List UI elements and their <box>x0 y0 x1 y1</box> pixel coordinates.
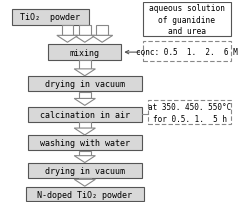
Text: at 350. 450. 550°C
for 0.5. 1.  5 h: at 350. 450. 550°C for 0.5. 1. 5 h <box>148 102 231 123</box>
Polygon shape <box>79 61 91 69</box>
Text: calcination in air: calcination in air <box>40 110 130 119</box>
Polygon shape <box>57 36 78 43</box>
Bar <box>143 3 231 37</box>
Polygon shape <box>74 179 95 186</box>
Bar <box>48 45 122 61</box>
Text: conc: 0.5  1.  2.  6 M: conc: 0.5 1. 2. 6 M <box>136 47 238 56</box>
Bar <box>26 187 144 201</box>
Polygon shape <box>96 25 108 36</box>
Bar <box>28 163 142 178</box>
Bar <box>148 101 231 124</box>
Polygon shape <box>79 92 91 99</box>
Bar <box>12 10 89 25</box>
Polygon shape <box>74 156 95 163</box>
Text: drying in vacuum: drying in vacuum <box>45 80 125 89</box>
Text: mixing: mixing <box>70 48 100 57</box>
Bar <box>143 42 231 62</box>
Polygon shape <box>79 25 91 36</box>
Text: TiO₂  powder: TiO₂ powder <box>20 13 80 22</box>
Polygon shape <box>74 128 95 135</box>
Polygon shape <box>79 123 91 128</box>
Polygon shape <box>79 178 91 179</box>
Polygon shape <box>79 151 91 156</box>
Text: drying in vacuum: drying in vacuum <box>45 166 125 175</box>
Polygon shape <box>74 36 95 43</box>
Text: aqueous solution
of guanidine
and urea: aqueous solution of guanidine and urea <box>149 4 225 36</box>
Polygon shape <box>92 36 113 43</box>
Text: washing with water: washing with water <box>40 139 130 148</box>
Polygon shape <box>74 69 95 76</box>
Polygon shape <box>74 99 95 106</box>
Bar <box>28 136 142 150</box>
Bar <box>28 77 142 92</box>
Polygon shape <box>62 25 73 36</box>
Text: N-doped TiO₂ powder: N-doped TiO₂ powder <box>37 190 132 199</box>
Bar <box>28 107 142 122</box>
